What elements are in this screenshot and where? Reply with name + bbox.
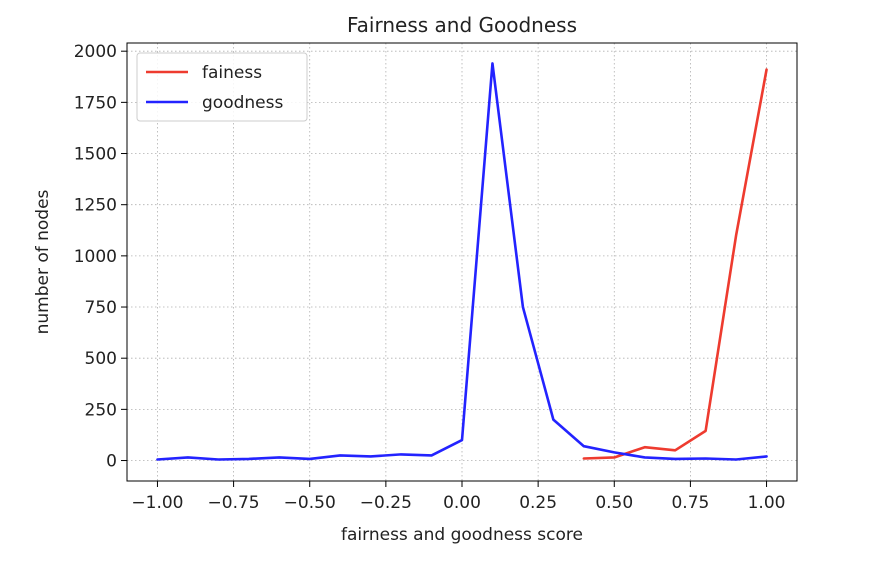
- y-axis-label: number of nodes: [33, 189, 53, 334]
- series-lines: [156, 62, 768, 461]
- legend: fainess goodness: [136, 52, 308, 122]
- x-tick-label: 0.75: [671, 493, 709, 513]
- y-tick-label: 1750: [74, 93, 117, 113]
- x-axis-label: fairness and goodness score: [341, 525, 583, 545]
- x-axis-ticks: −1.00 −0.75 −0.50 −0.25 0.00 0.25 0.50 0.75 1.00: [131, 481, 785, 513]
- x-tick-label: −1.00: [131, 493, 183, 513]
- x-tick-label: 1.00: [748, 493, 786, 513]
- y-tick-label: 1250: [74, 196, 117, 216]
- chart-title: Fairness and Goodness: [347, 13, 577, 37]
- y-tick-label: 250: [85, 400, 117, 420]
- series-line-goodness: [156, 62, 768, 461]
- x-tick-label: 0.50: [595, 493, 633, 513]
- x-tick-label: −0.75: [208, 493, 260, 513]
- x-tick-label: −0.25: [360, 493, 412, 513]
- x-tick-label: 0.25: [519, 493, 557, 513]
- legend-box: [136, 52, 308, 122]
- y-tick-label: 750: [85, 298, 117, 318]
- x-tick-label: −0.50: [284, 493, 336, 513]
- x-tick-label: 0.00: [443, 493, 481, 513]
- y-tick-label: 500: [85, 349, 117, 369]
- y-tick-label: 0: [106, 452, 117, 472]
- legend-label-goodness: goodness: [202, 93, 283, 113]
- y-tick-label: 2000: [74, 42, 117, 62]
- series-line-fainess: [582, 68, 768, 460]
- y-tick-label: 1500: [74, 145, 117, 165]
- y-axis-ticks: 0 250 500 750 1000 1250 1500 1750 2000: [74, 42, 127, 472]
- y-tick-label: 1000: [74, 247, 117, 267]
- legend-label-fainess: fainess: [202, 63, 262, 83]
